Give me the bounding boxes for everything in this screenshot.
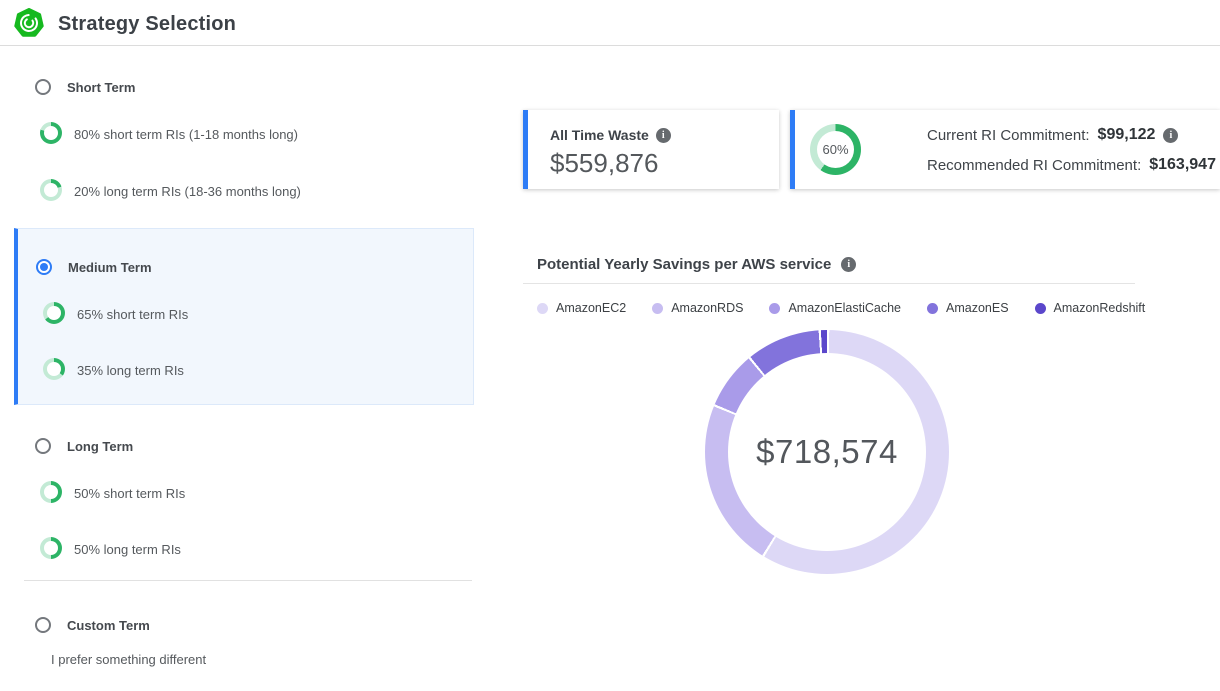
custom-term-description: I prefer something different — [51, 652, 207, 667]
allocation-label: 35% long term RIs — [77, 363, 184, 378]
page-header: Strategy Selection — [0, 0, 1220, 46]
legend-label: AmazonRedshift — [1053, 301, 1146, 315]
legend-label: AmazonRDS — [671, 301, 744, 315]
legend-label: AmazonElastiCache — [788, 301, 901, 315]
all-time-waste-title: All Time Waste — [550, 127, 671, 143]
savings-total-value: $718,574 — [756, 433, 898, 470]
all-time-waste-title-text: All Time Waste — [550, 127, 649, 143]
page-title: Strategy Selection — [58, 13, 237, 35]
legend-item-amazonrds[interactable]: AmazonRDS — [652, 301, 743, 315]
legend-item-amazonelasticache[interactable]: AmazonElastiCache — [769, 301, 901, 315]
chart-legend: AmazonEC2 AmazonRDS AmazonElastiCache Am… — [537, 301, 1145, 315]
legend-dot — [927, 302, 938, 314]
radio-long-term[interactable] — [35, 438, 51, 454]
allocation-donut — [40, 537, 62, 559]
legend-label: AmazonEC2 — [556, 301, 627, 315]
legend-dot — [1034, 302, 1046, 314]
option-label-custom-term[interactable]: Custom Term — [67, 618, 150, 633]
allocation-donut — [40, 179, 62, 201]
legend-label: AmazonES — [946, 301, 1009, 315]
allocation-donut — [40, 122, 62, 144]
recommended-ri-commitment-line: Recommended RI Commitment: $163,947 — [927, 156, 1220, 174]
savings-donut-chart[interactable]: $718,574 — [705, 330, 949, 574]
allocation-label: 20% long term RIs (18-36 months long) — [74, 184, 301, 199]
current-ri-commitment-label: Current RI Commitment: — [927, 126, 1090, 144]
radio-short-term[interactable] — [35, 79, 51, 95]
option-label-medium-term[interactable]: Medium Term — [68, 260, 152, 275]
legend-item-amazonredshift[interactable]: AmazonRedshift — [1034, 301, 1146, 315]
allocation-label: 80% short term RIs (1-18 months long) — [74, 127, 298, 142]
commitment-gauge-label: 60% — [822, 142, 849, 157]
app-logo-icon — [14, 8, 44, 37]
ri-commitment-card: 60% Current RI Commitment: $99,122 Recom… — [790, 110, 1220, 189]
option-card-medium-term[interactable] — [14, 228, 474, 405]
current-ri-commitment-line: Current RI Commitment: $99,122 — [927, 126, 1179, 144]
allocation-donut — [40, 481, 62, 503]
info-icon[interactable] — [1163, 127, 1179, 143]
savings-chart-title: Potential Yearly Savings per AWS service — [537, 256, 857, 273]
info-icon[interactable] — [841, 257, 857, 272]
commitment-gauge: 60% — [810, 124, 861, 175]
legend-dot — [537, 302, 548, 314]
option-label-long-term[interactable]: Long Term — [67, 439, 134, 454]
allocation-label: 50% short term RIs — [74, 486, 186, 501]
recommended-ri-commitment-label: Recommended RI Commitment: — [927, 156, 1142, 174]
info-icon[interactable] — [655, 127, 671, 143]
allocation-label: 50% long term RIs — [74, 542, 181, 557]
option-label-short-term[interactable]: Short Term — [67, 80, 136, 95]
allocation-donut — [43, 302, 65, 324]
chart-divider — [523, 283, 1135, 284]
legend-dot — [769, 302, 781, 314]
recommended-ri-commitment-value: $163,947 — [1149, 156, 1216, 173]
legend-item-amazones[interactable]: AmazonES — [927, 301, 1009, 315]
sidebar-divider — [24, 580, 472, 581]
savings-chart-title-text: Potential Yearly Savings per AWS service — [537, 256, 832, 273]
current-ri-commitment-value: $99,122 — [1097, 126, 1156, 143]
legend-item-amazonec2[interactable]: AmazonEC2 — [537, 301, 626, 315]
all-time-waste-card: All Time Waste $559,876 — [523, 110, 779, 189]
legend-dot — [652, 302, 664, 314]
all-time-waste-value: $559,876 — [550, 148, 659, 178]
radio-medium-term[interactable] — [36, 259, 52, 275]
allocation-donut — [43, 358, 65, 380]
radio-custom-term[interactable] — [35, 617, 51, 633]
allocation-label: 65% short term RIs — [77, 307, 189, 322]
